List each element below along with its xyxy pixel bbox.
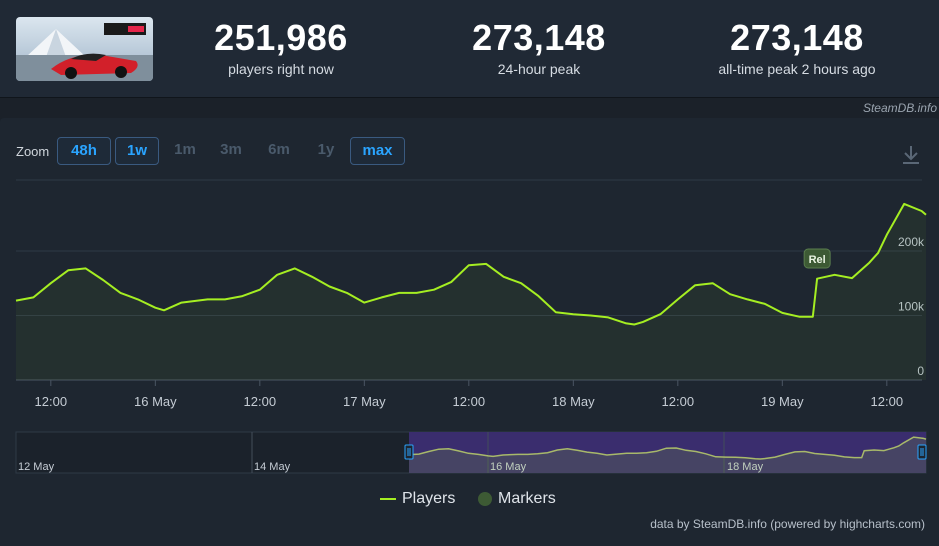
- zoom-6m-button[interactable]: 6m: [268, 141, 290, 158]
- zoom-label: Zoom: [16, 144, 50, 159]
- x-tick-label: 12:00: [871, 394, 904, 409]
- release-marker: [803, 248, 831, 269]
- zoom-48h-button[interactable]: 48h: [57, 137, 111, 165]
- stat-24h-peak: 273,148 24-hour peak: [439, 17, 639, 78]
- legend-markers-label: Markers: [498, 490, 556, 507]
- game-thumbnail-art: [16, 17, 153, 81]
- zoom-1w-button[interactable]: 1w: [115, 137, 159, 165]
- navigator-line: [408, 436, 927, 460]
- chart-legend: Players Markers: [0, 490, 939, 512]
- current-players-label: players right now: [228, 61, 334, 77]
- players-area: [16, 203, 926, 380]
- x-tick-label: 17 May: [343, 394, 386, 409]
- x-tick-label: 18 May: [552, 394, 595, 409]
- x-tick-label: 12:00: [244, 394, 277, 409]
- y-tick-label: 200k: [898, 235, 925, 249]
- y-tick-label: 0: [917, 364, 924, 378]
- navigator-label: 14 May: [254, 461, 291, 473]
- chart-container: Zoom 48h 1w 1m 3m 6m 1y max 0 100k 200k 12:…: [0, 118, 939, 546]
- all-time-peak-value: 273,148: [730, 17, 864, 58]
- zoom-max-button[interactable]: max: [350, 137, 405, 165]
- navigator-area: [409, 437, 926, 473]
- x-tick-label: 12:00: [662, 394, 695, 409]
- navigator-left-handle[interactable]: [404, 444, 414, 460]
- y-tick-label: 100k: [898, 299, 925, 313]
- game-thumbnail[interactable]: [16, 17, 153, 81]
- navigator-label: 16 May: [490, 461, 527, 473]
- x-tick-label: 16 May: [134, 394, 177, 409]
- stats-header: 251,986 players right now 273,148 24-hou…: [0, 0, 939, 98]
- stat-all-time-peak: 273,148 all-time peak 2 hours ago: [697, 17, 897, 78]
- x-tick-label: 12:00: [453, 394, 486, 409]
- x-tick-label: 19 May: [761, 394, 804, 409]
- legend-markers-swatch: [478, 491, 492, 506]
- legend-players-label: Players: [402, 490, 456, 507]
- current-players-value: 251,986: [214, 17, 348, 58]
- release-marker-label: Rel: [809, 254, 826, 266]
- legend-players[interactable]: Players: [380, 490, 455, 508]
- navigator-right-handle[interactable]: [917, 444, 927, 460]
- legend-markers[interactable]: Markers: [478, 490, 556, 508]
- navigator-selected-range: [409, 432, 926, 473]
- stat-current: 251,986 players right now: [181, 17, 381, 78]
- players-chart[interactable]: 0 100k 200k 12:00 16 May 12:00 17 May 12:00 18 M…: [0, 118, 939, 546]
- zoom-3m-button[interactable]: 3m: [220, 141, 242, 158]
- peak-24h-label: 24-hour peak: [497, 61, 581, 77]
- zoom-1y-button[interactable]: 1y: [317, 141, 335, 158]
- players-line: [15, 202, 927, 326]
- download-icon[interactable]: [900, 144, 922, 166]
- x-tick-label: 12:00: [35, 394, 68, 409]
- navigator-label: 12 May: [18, 461, 55, 473]
- zoom-1m-button[interactable]: 1m: [174, 141, 196, 158]
- legend-players-swatch: [380, 497, 396, 500]
- peak-24h-value: 273,148: [472, 17, 606, 58]
- highcharts-credit[interactable]: data by SteamDB.info (powered by highcha…: [650, 517, 925, 531]
- steamdb-credit[interactable]: SteamDB.info: [862, 101, 937, 115]
- navigator-label: 18 May: [727, 461, 764, 473]
- all-time-peak-label: all-time peak 2 hours ago: [718, 61, 876, 77]
